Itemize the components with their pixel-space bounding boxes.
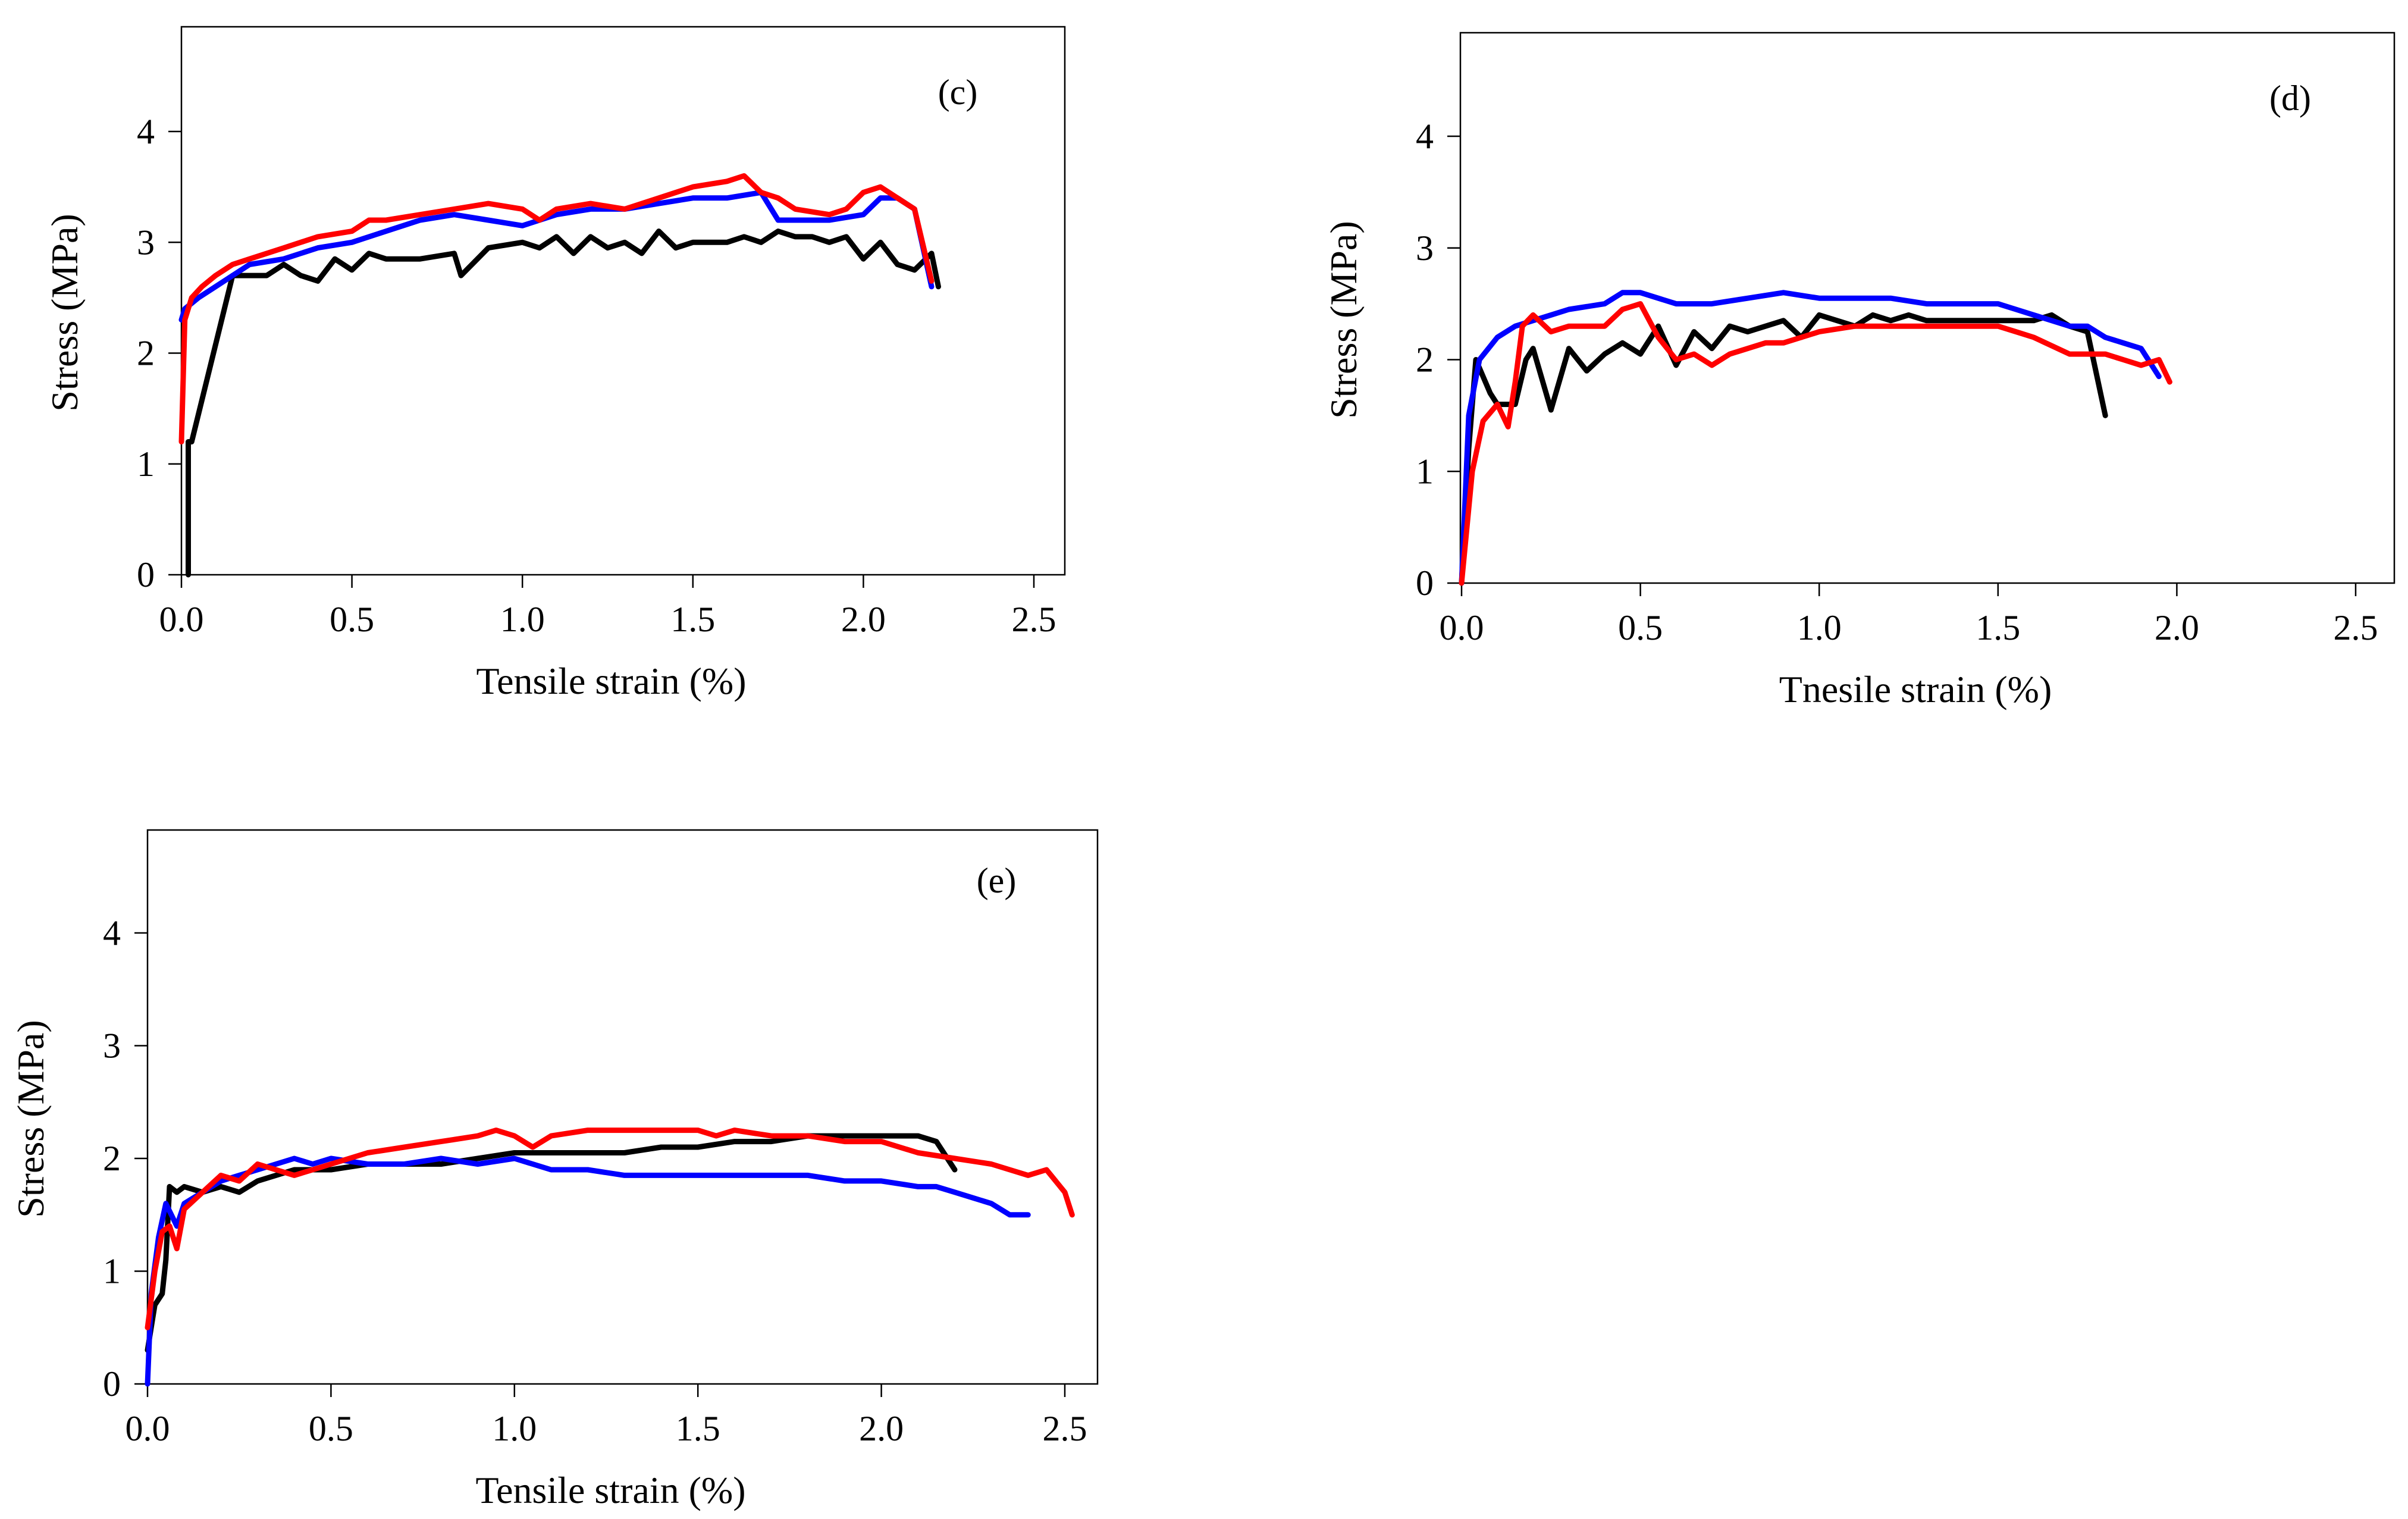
y-tick-label: 2 [103, 1139, 121, 1178]
y-tick-label: 1 [1416, 452, 1434, 491]
y-tick-label: 2 [1416, 340, 1434, 380]
y-tick-label: 4 [103, 913, 121, 953]
y-tick-label: 4 [1416, 117, 1434, 156]
y-axis-title: Stress (MPa) [10, 1020, 52, 1217]
x-tick-label: 2.0 [841, 600, 886, 639]
x-tick-label: 1.0 [492, 1409, 537, 1448]
x-tick-label: 1.5 [670, 600, 715, 639]
series-line-black [186, 228, 941, 578]
x-tick-label: 2.0 [2155, 608, 2199, 647]
plot-frame [180, 26, 1066, 576]
series-line-red [145, 1127, 1075, 1330]
x-tick-label: 2.5 [2334, 608, 2378, 647]
x-tick-label: 0.0 [159, 600, 204, 639]
y-tick-label: 0 [137, 555, 155, 594]
x-axis-title: Tensile strain (%) [475, 1469, 745, 1511]
panel-label: (c) [938, 73, 978, 112]
x-tick-label: 0.0 [1440, 608, 1484, 647]
y-tick-label: 3 [137, 223, 155, 262]
plot-frame [1459, 32, 2396, 584]
y-tick-label: 3 [103, 1026, 121, 1066]
x-tick-label: 0.5 [309, 1409, 353, 1448]
x-tick-label: 2.5 [1012, 600, 1056, 639]
series-line-blue [145, 1155, 1031, 1387]
y-tick-label: 4 [137, 112, 155, 151]
x-axis-title: Tensile strain (%) [476, 660, 746, 702]
x-tick-label: 0.5 [1618, 608, 1663, 647]
x-tick-label: 1.5 [676, 1409, 720, 1448]
series-line-black [1459, 312, 2108, 586]
x-tick-label: 0.5 [330, 600, 374, 639]
x-tick-label: 1.0 [1797, 608, 1842, 647]
x-tick-label: 0.0 [126, 1409, 170, 1448]
y-tick-label: 1 [137, 444, 155, 484]
y-tick-label: 1 [103, 1252, 121, 1291]
x-tick-label: 1.5 [1976, 608, 2020, 647]
y-tick-label: 0 [1416, 563, 1434, 603]
panel-label: (e) [977, 861, 1017, 900]
series-line-red [178, 173, 935, 444]
y-tick-label: 0 [103, 1364, 121, 1404]
x-tick-label: 1.0 [500, 600, 545, 639]
y-axis-title: Stress (MPa) [43, 214, 86, 411]
series-line-red [1459, 301, 2172, 586]
y-axis-title: Stress (MPa) [1322, 221, 1365, 418]
y-tick-label: 2 [137, 334, 155, 373]
x-tick-label: 2.5 [1043, 1409, 1087, 1448]
panel-label: (d) [2269, 79, 2311, 118]
y-tick-label: 3 [1416, 228, 1434, 268]
x-tick-label: 2.0 [859, 1409, 904, 1448]
x-axis-title: Tnesile strain (%) [1779, 668, 2052, 710]
plot-frame [146, 829, 1099, 1385]
